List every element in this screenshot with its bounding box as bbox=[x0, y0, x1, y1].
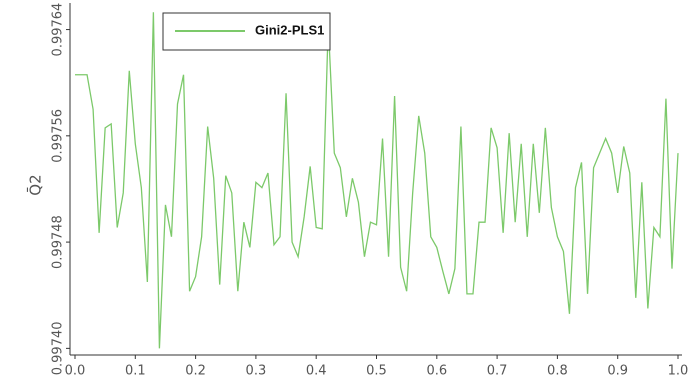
x-tick-label: 0.8 bbox=[547, 364, 568, 379]
x-tick-label: 0.5 bbox=[366, 364, 387, 379]
y-tick-label: 0.99740 bbox=[51, 321, 66, 375]
legend-label: Gini2-PLS1 bbox=[255, 22, 324, 37]
y-tick-label: 0.99764 bbox=[51, 3, 66, 57]
x-tick-label: 0.4 bbox=[306, 364, 327, 379]
x-tick-label: 0.2 bbox=[185, 364, 206, 379]
y-tick-label: 0.99756 bbox=[51, 109, 66, 163]
x-tick-label: 0.1 bbox=[125, 364, 146, 379]
x-tick-label: 0.3 bbox=[246, 364, 267, 379]
x-tick-label: 1.0 bbox=[668, 364, 689, 379]
x-tick-label: 0.6 bbox=[426, 364, 447, 379]
y-tick-label: 0.99748 bbox=[51, 215, 66, 269]
x-tick-label: 0.0 bbox=[65, 364, 86, 379]
x-tick-label: 0.7 bbox=[487, 364, 508, 379]
line bbox=[75, 12, 679, 349]
y-axis-label: Q̄2 bbox=[26, 174, 45, 195]
x-tick-label: 0.9 bbox=[607, 364, 628, 379]
